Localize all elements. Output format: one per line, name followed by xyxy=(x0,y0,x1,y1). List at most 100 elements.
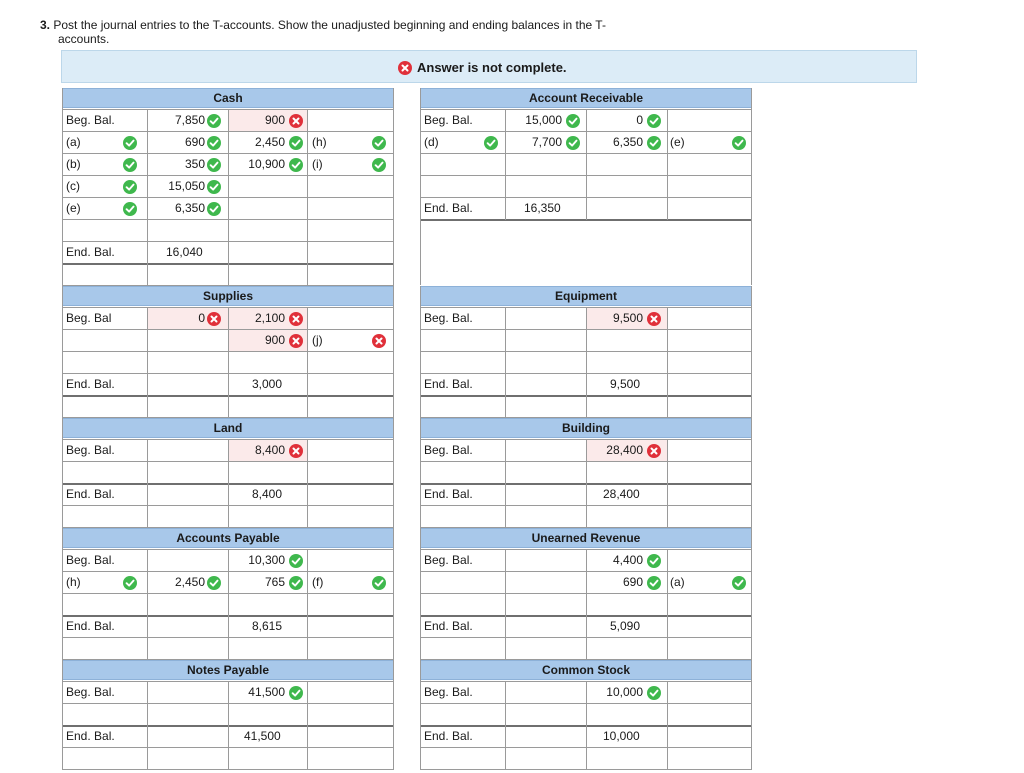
notes-payable-header: Notes Payable xyxy=(62,660,394,680)
column-divider xyxy=(393,660,394,769)
column-divider xyxy=(751,286,752,417)
check-icon xyxy=(647,113,661,128)
ar-end-balance: 16,350 xyxy=(524,201,561,215)
check-icon xyxy=(289,575,303,590)
column-divider xyxy=(751,660,752,769)
cash-row-label: (e) xyxy=(66,201,81,215)
row-divider xyxy=(62,659,394,660)
equipment-beg-label: Beg. Bal. xyxy=(424,311,473,325)
land-credit-amount: 8,400 xyxy=(254,443,285,457)
ar-credit-amount: 6,350 xyxy=(612,135,643,149)
row-divider xyxy=(420,659,752,660)
ur-end-label: End. Bal. xyxy=(424,619,473,633)
check-icon xyxy=(207,157,221,172)
supplies-end-balance: 3,000 xyxy=(252,377,283,391)
error-cell-highlight xyxy=(587,308,667,329)
column-divider xyxy=(228,439,229,527)
column-divider xyxy=(228,109,229,286)
ar-header: Account Receivable xyxy=(420,88,752,108)
building-beg-label: Beg. Bal. xyxy=(424,443,473,457)
ar-debit-amount: 15,000 xyxy=(525,113,562,127)
check-icon xyxy=(289,685,303,700)
error-icon xyxy=(372,333,386,348)
column-divider xyxy=(751,88,752,285)
cash-row-label: Beg. Bal. xyxy=(66,113,115,127)
cash-row-label: (b) xyxy=(66,157,81,171)
column-divider xyxy=(420,88,421,285)
cs-end-label: End. Bal. xyxy=(424,729,473,743)
ap-row-label: (h) xyxy=(66,575,81,589)
column-divider xyxy=(667,109,668,220)
column-divider xyxy=(505,681,506,769)
ar-credit-amount: 0 xyxy=(636,113,643,127)
ap-end-balance: 8,615 xyxy=(252,619,283,633)
column-divider xyxy=(307,681,308,769)
cash-debit-amount: 350 xyxy=(184,157,205,171)
column-divider xyxy=(147,307,148,417)
supplies-beg-label: Beg. Bal xyxy=(66,311,112,325)
supplies-debit-amount: 0 xyxy=(198,311,205,325)
column-divider xyxy=(307,307,308,417)
ar-debit-amount: 7,700 xyxy=(531,135,562,149)
row-divider xyxy=(420,417,752,418)
column-divider xyxy=(751,418,752,527)
question-line-2: accounts. xyxy=(58,32,110,46)
supplies-credit-ref: (j) xyxy=(312,333,323,347)
cash-credit-amount: 10,900 xyxy=(248,157,285,171)
column-divider xyxy=(62,88,63,286)
check-icon xyxy=(207,135,221,150)
np-beg-label: Beg. Bal. xyxy=(66,685,115,699)
column-divider xyxy=(586,109,587,220)
question-text: 3. Post the journal entries to the T-acc… xyxy=(40,18,606,46)
row-divider xyxy=(62,527,394,528)
column-divider xyxy=(228,307,229,417)
column-divider xyxy=(393,88,394,286)
unearned-revenue-header: Unearned Revenue xyxy=(420,528,752,548)
np-credit-amount: 41,500 xyxy=(248,685,285,699)
check-icon xyxy=(647,135,661,150)
column-divider xyxy=(586,549,587,659)
question-line-1: Post the journal entries to the T-accoun… xyxy=(53,18,606,32)
column-divider xyxy=(62,528,63,659)
equipment-header: Equipment xyxy=(420,286,752,306)
check-icon xyxy=(566,135,580,150)
cash-credit-ref: (i) xyxy=(312,157,323,171)
ur-beg-label: Beg. Bal. xyxy=(424,553,473,567)
check-icon xyxy=(289,135,303,150)
cash-debit-amount: 7,850 xyxy=(174,113,205,127)
error-cell-highlight xyxy=(229,110,307,131)
land-end-label: End. Bal. xyxy=(66,487,115,501)
column-divider xyxy=(307,109,308,286)
common-stock-header: Common Stock xyxy=(420,660,752,680)
cash-row-label: (a) xyxy=(66,135,81,149)
error-icon xyxy=(289,333,303,348)
check-icon xyxy=(123,157,137,172)
building-header: Building xyxy=(420,418,752,438)
error-icon xyxy=(207,311,221,326)
supplies-credit-amount: 2,100 xyxy=(254,311,285,325)
cash-row-label: (c) xyxy=(66,179,80,193)
check-icon xyxy=(372,575,386,590)
column-divider xyxy=(667,439,668,527)
error-cell-highlight xyxy=(587,440,667,461)
column-divider xyxy=(307,549,308,659)
check-icon xyxy=(372,135,386,150)
cash-credit-amount: 2,450 xyxy=(254,135,285,149)
supplies-credit-amount: 900 xyxy=(264,333,285,347)
check-icon xyxy=(289,553,303,568)
column-divider xyxy=(393,418,394,527)
column-divider xyxy=(751,528,752,659)
column-divider xyxy=(62,418,63,527)
column-divider xyxy=(667,549,668,659)
ap-credit-amount: 765 xyxy=(264,575,285,589)
cash-header: Cash xyxy=(62,88,394,108)
column-divider xyxy=(147,681,148,769)
ap-credit-amount: 10,300 xyxy=(248,553,285,567)
column-divider xyxy=(147,549,148,659)
cs-credit-amount: 10,000 xyxy=(606,685,643,699)
check-icon xyxy=(732,575,746,590)
error-icon xyxy=(289,311,303,326)
column-divider xyxy=(62,286,63,417)
error-icon xyxy=(398,60,412,75)
check-icon xyxy=(123,135,137,150)
